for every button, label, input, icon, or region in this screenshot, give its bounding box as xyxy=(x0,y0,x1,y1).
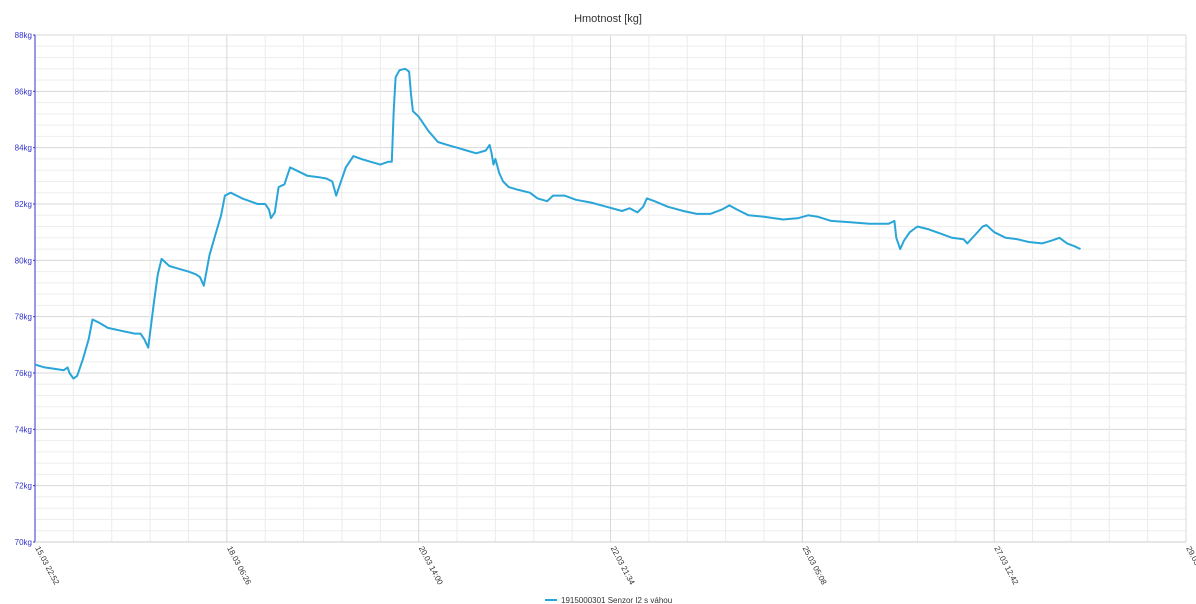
y-tick-label: 74kg xyxy=(15,425,32,434)
x-tick-labels: 15.03 22:52 18.03 06:26 20.03 14:00 22.03 2… xyxy=(33,545,1196,587)
grid xyxy=(34,34,1187,543)
chart-title: Hmotnost [kg] xyxy=(574,13,642,25)
x-tick-label: 27.03 12:42 xyxy=(992,545,1020,587)
y-tick-label: 80kg xyxy=(15,256,32,265)
x-tick-label: 22.03 21:34 xyxy=(609,545,637,587)
y-tick-label: 86kg xyxy=(15,87,32,96)
y-tick-label: 76kg xyxy=(15,369,32,378)
series-layer xyxy=(34,67,1081,380)
series-line[interactable] xyxy=(34,67,1081,380)
y-tick-label: 82kg xyxy=(15,200,32,209)
y-tick-label: 70kg xyxy=(15,538,32,547)
x-tick-label: 15.03 22:52 xyxy=(33,545,61,587)
y-tick-label: 88kg xyxy=(15,31,32,40)
y-tick-labels: 70kg 72kg 74kg 76kg 78kg 80kg 82kg 84kg 86kg 88kg xyxy=(15,31,35,547)
x-tick-label: 20.03 14:00 xyxy=(417,545,445,587)
legend[interactable]: 1915000301 Senzor I2 s váhou xyxy=(545,596,672,604)
axes xyxy=(34,35,1186,543)
y-tick-label: 72kg xyxy=(15,482,32,491)
legend-label: 1915000301 Senzor I2 s váhou xyxy=(561,596,672,604)
x-tick-label: 18.03 06:26 xyxy=(225,545,253,587)
x-tick-label: 29.03 2… xyxy=(1184,545,1196,580)
y-tick-label: 84kg xyxy=(15,144,32,153)
x-tick-label: 25.03 05:08 xyxy=(801,545,829,587)
y-tick-label: 78kg xyxy=(15,313,32,322)
